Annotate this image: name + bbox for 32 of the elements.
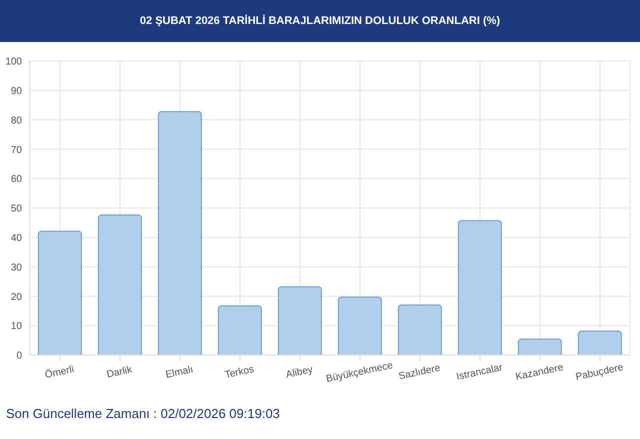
- bar: [458, 220, 502, 355]
- x-tick-label: Alibey: [285, 364, 314, 381]
- bar: [158, 111, 202, 355]
- x-tick-label: Terkos: [224, 364, 256, 381]
- y-tick-label: 40: [10, 232, 22, 244]
- bar: [398, 304, 442, 355]
- chart-title: 02 ŞUBAT 2026 TARİHLİ BARAJLARIMIZIN DOLULUK ORANLARI (%): [0, 0, 640, 42]
- x-tick-label: Pabuçdere: [574, 362, 625, 383]
- y-tick-label: 20: [10, 292, 22, 303]
- x-tick-label: Ömerli: [44, 363, 76, 381]
- y-tick-label: 30: [10, 262, 22, 274]
- x-tick-label: Sazlıdere: [398, 362, 442, 382]
- bar: [98, 214, 142, 355]
- y-tick-label: 50: [10, 204, 22, 215]
- y-tick-label: 70: [10, 144, 22, 156]
- bar: [338, 296, 382, 355]
- bar: [218, 305, 262, 355]
- y-tick-label: 90: [10, 86, 22, 97]
- y-tick-label: 100: [5, 56, 22, 68]
- bar: [278, 286, 322, 355]
- x-tick-label: Kazandere: [514, 362, 565, 383]
- y-tick-label: 60: [10, 174, 22, 186]
- bar: [578, 330, 622, 355]
- x-tick-label: Istrancalar: [456, 362, 504, 383]
- bar: [38, 230, 82, 355]
- bar: [518, 338, 562, 355]
- text: Son Güncelleme Zamanı : 02/02/2026 09:19:03: [6, 406, 280, 421]
- x-tick-label: Darlik: [106, 364, 134, 381]
- x-tick-label: Elmalı: [164, 364, 194, 381]
- y-tick-label: 10: [10, 321, 22, 332]
- y-tick-label: 0: [16, 350, 22, 362]
- y-tick-label: 80: [10, 115, 22, 126]
